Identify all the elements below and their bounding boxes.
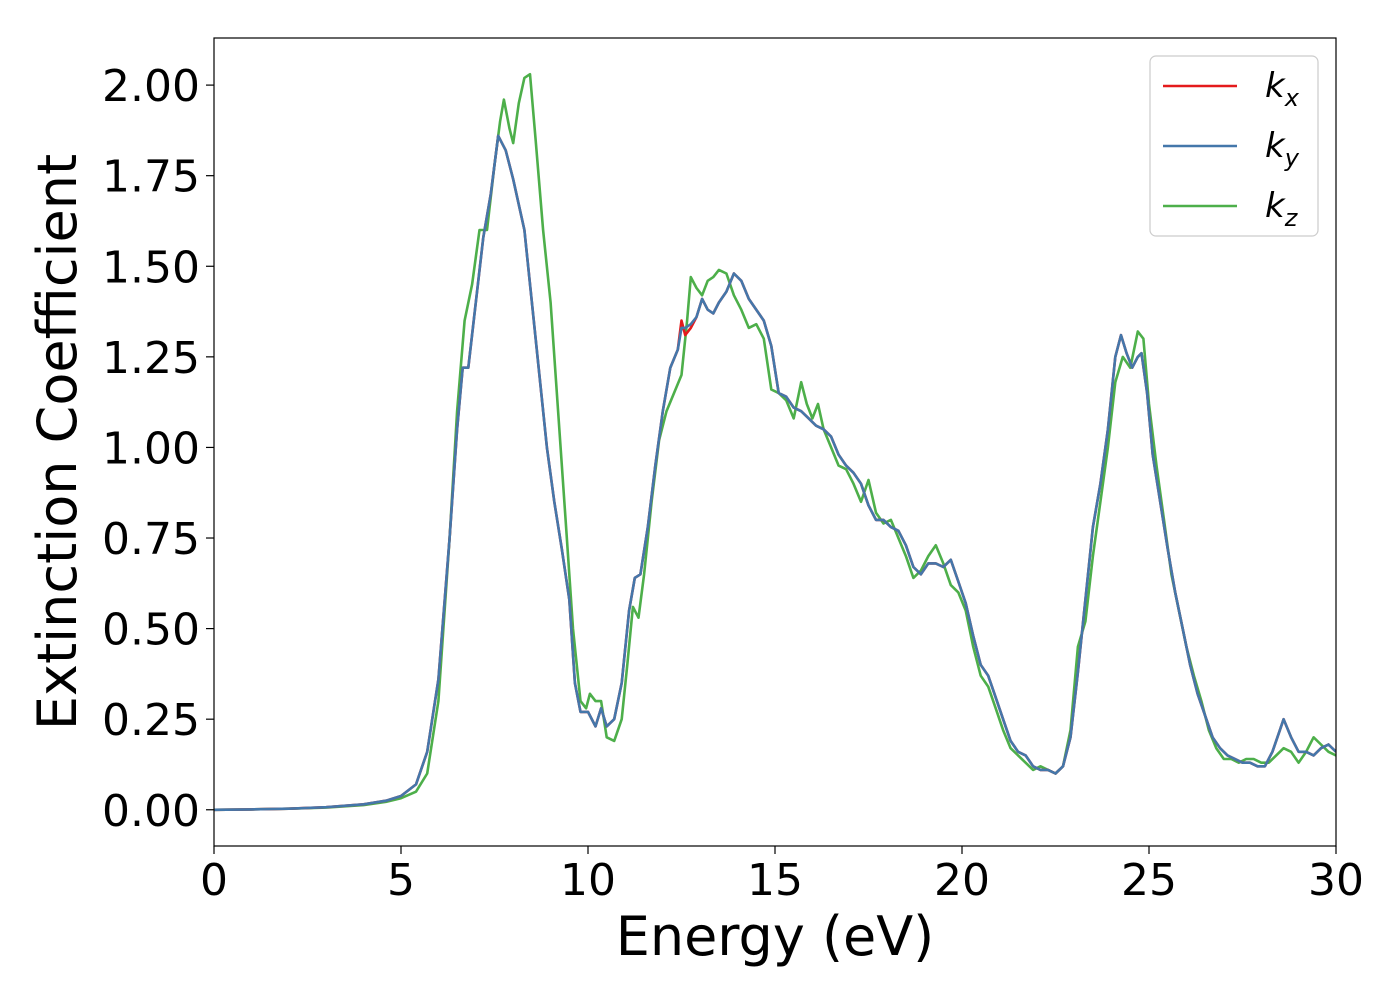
y-tick-label: 2.00 xyxy=(102,61,200,112)
y-tick-label: 0.25 xyxy=(102,695,200,746)
y-axis: 0.00 0.25 0.50 0.75 1.00 1.25 1.50 1.75 2.00 xyxy=(102,61,214,837)
x-tick-label: 25 xyxy=(1121,855,1177,906)
x-tick-label: 20 xyxy=(934,855,990,906)
legend-label-base: k xyxy=(1265,126,1286,166)
x-tick-label: 30 xyxy=(1308,855,1364,906)
legend-label-subscript: z xyxy=(1284,204,1299,232)
x-tick-label: 10 xyxy=(560,855,616,906)
y-tick-label: 0.50 xyxy=(102,605,200,656)
y-axis-title: Extinction Coefficient xyxy=(26,154,89,730)
legend-label-x: kx xyxy=(1265,66,1300,112)
y-tick-label: 0.00 xyxy=(102,786,200,837)
x-tick-label: 0 xyxy=(200,855,228,906)
y-tick-label: 1.25 xyxy=(102,333,200,384)
y-tick-label: 1.75 xyxy=(102,152,200,203)
y-tick-label: 1.50 xyxy=(102,242,200,293)
legend-label-subscript: y xyxy=(1284,144,1300,172)
legend-label-z: kz xyxy=(1265,186,1299,232)
y-tick-label: 1.00 xyxy=(102,423,200,474)
y-tick-label: 0.75 xyxy=(102,514,200,565)
x-axis: 0 5 10 15 20 25 30 xyxy=(200,846,1364,906)
series-layer xyxy=(214,72,1336,812)
legend-label-subscript: x xyxy=(1284,84,1300,112)
legend-label-base: k xyxy=(1265,66,1286,106)
x-axis-title: Energy (eV) xyxy=(616,905,935,968)
x-tick-label: 15 xyxy=(747,855,803,906)
legend-label-y: ky xyxy=(1265,126,1300,172)
series-line-y xyxy=(214,134,1336,812)
legend-label-base: k xyxy=(1265,186,1286,226)
x-tick-label: 5 xyxy=(387,855,415,906)
